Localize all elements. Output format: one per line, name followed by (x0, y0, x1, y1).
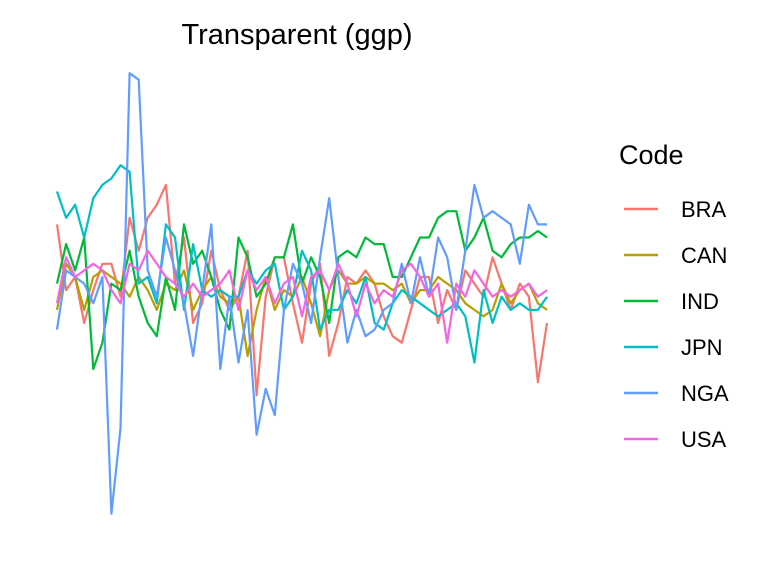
series-line-nga (55, 72, 547, 515)
series-line-usa (55, 249, 548, 344)
legend-label-jpn: JPN (681, 335, 723, 360)
series-line-jpn (55, 164, 548, 364)
legend-title: Code (619, 140, 684, 170)
legend-label-bra: BRA (681, 197, 727, 222)
legend-label-usa: USA (681, 427, 727, 452)
legend-label-nga: NGA (681, 381, 729, 406)
legend: Code BRA CAN IND JPN NGA USA (619, 140, 729, 452)
plot-area (55, 72, 549, 515)
chart-title: Transparent (ggp) (181, 19, 412, 51)
series-line-bra (55, 183, 549, 397)
legend-label-can: CAN (681, 243, 727, 268)
series-line-ind (55, 210, 548, 371)
legend-label-ind: IND (681, 289, 719, 314)
